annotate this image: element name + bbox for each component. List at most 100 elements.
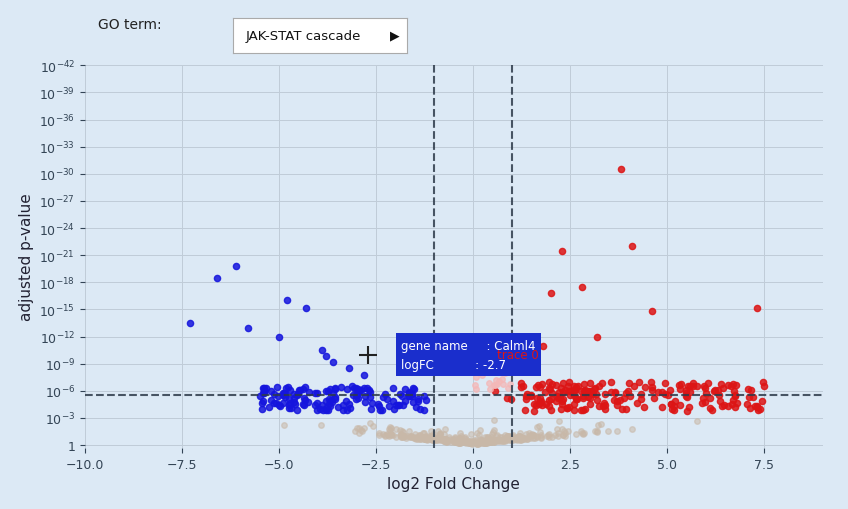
Point [394,431,408,439]
Point [432,434,445,442]
Point [587,390,600,398]
Point [494,375,508,383]
Point [533,383,547,391]
Point [404,432,418,440]
Point [561,382,574,390]
Point [453,439,466,447]
Point [525,430,538,438]
Point [256,384,270,392]
Point [749,402,762,410]
Point [499,436,513,444]
Point [371,400,384,408]
Point [490,436,504,444]
Point [424,432,438,440]
Point [518,406,532,414]
Point [610,427,623,435]
Point [510,436,524,444]
Point [678,389,692,397]
Point [337,401,350,409]
Point [628,382,641,390]
Point [257,387,271,395]
Point [392,401,405,409]
Point [747,393,761,402]
Point [276,400,289,408]
Point [581,393,594,402]
Point [438,437,452,445]
Point [393,427,407,435]
Point [419,396,432,404]
Point [524,391,538,400]
Point [496,380,510,388]
Point [667,402,681,410]
Point [407,433,421,441]
Point [569,430,583,438]
Point [404,433,418,441]
Point [495,434,509,442]
Point [514,436,527,444]
Point [454,435,467,443]
Point [314,421,327,429]
Point [484,436,498,444]
Point [393,433,407,441]
Point [484,436,498,444]
Point [516,435,530,443]
Point [408,431,421,439]
Point [715,402,728,410]
Point [319,404,332,412]
Point [309,401,322,409]
Point [575,283,589,291]
Point [448,438,461,446]
Point [347,384,360,392]
Point [287,390,300,398]
Point [479,438,493,446]
Point [407,385,421,393]
Point [465,439,478,447]
Point [555,397,569,405]
Point [454,439,467,447]
Point [359,398,372,406]
Point [530,394,544,402]
Point [583,401,597,409]
Point [543,378,556,386]
Point [363,393,377,401]
Point [293,387,307,395]
Point [483,439,497,447]
Point [491,381,505,389]
Point [274,403,287,411]
Point [587,385,600,393]
Point [533,431,547,439]
Point [510,435,523,443]
Point [477,438,491,446]
Point [473,426,487,434]
Point [426,436,439,444]
Point [506,436,520,444]
Point [488,427,501,435]
Point [272,333,286,341]
Point [556,388,570,397]
Point [574,406,588,414]
Point [543,385,556,393]
Point [340,386,354,394]
Point [503,434,516,442]
Point [655,388,668,396]
Point [486,429,499,437]
Point [514,436,527,444]
Point [545,389,559,397]
Point [559,386,572,394]
Point [320,406,333,414]
Point [501,432,515,440]
Point [449,434,462,442]
Point [439,438,453,446]
Point [277,389,291,397]
Point [534,434,548,442]
Point [310,400,324,408]
Y-axis label: adjusted p-value: adjusted p-value [19,193,34,321]
Point [413,433,427,441]
Point [503,434,516,442]
Point [483,438,497,446]
Point [382,425,395,433]
Point [479,438,493,446]
Point [512,432,526,440]
Point [262,403,276,411]
Point [398,397,411,405]
